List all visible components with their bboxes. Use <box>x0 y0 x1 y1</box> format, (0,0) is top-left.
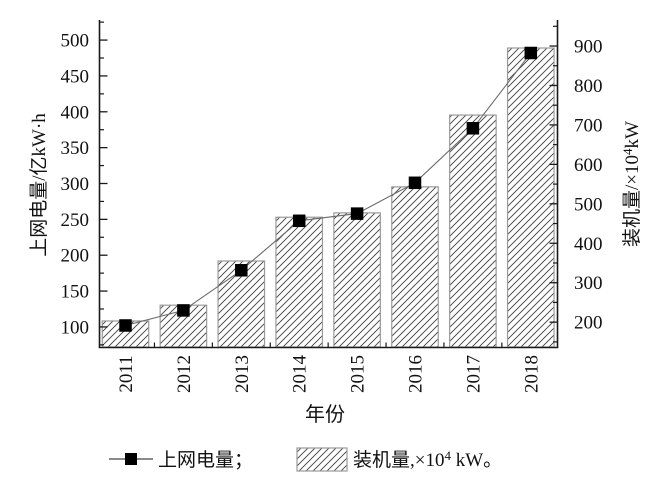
right-tick-label: 500 <box>574 194 603 215</box>
x-tick-label: 2012 <box>174 355 195 393</box>
bar-2016 <box>391 186 439 348</box>
x-tick-label: 2011 <box>116 355 137 392</box>
left-axis-title: 上网电量/亿kW·h <box>28 113 50 257</box>
left-tick-label: 100 <box>61 317 90 338</box>
right-tick-label: 400 <box>574 234 603 255</box>
marker-2012 <box>177 304 190 317</box>
left-tick-label: 250 <box>61 210 90 231</box>
right-tick-label: 200 <box>574 313 603 334</box>
right-tick-label: 300 <box>574 273 603 294</box>
right-tick-label: 700 <box>574 115 603 136</box>
marker-2014 <box>292 214 306 228</box>
left-tick-label: 500 <box>61 31 90 52</box>
left-tick-label: 300 <box>61 174 90 195</box>
right-axis-title: 装机量/×104kW <box>620 121 643 247</box>
bar-2015 <box>333 212 381 348</box>
legend-item-bar-label: 装机量,×104 kW。 <box>353 448 502 471</box>
legend-marker-icon <box>125 453 137 465</box>
data-line <box>125 52 532 327</box>
x-tick-label: 2015 <box>348 355 369 393</box>
left-tick-label: 450 <box>61 66 90 87</box>
marker-2017 <box>466 122 480 135</box>
marker-2011 <box>119 319 132 332</box>
bar-2017 <box>449 114 497 348</box>
x-tick-label: 2017 <box>463 355 484 393</box>
left-tick-label: 400 <box>61 102 90 123</box>
bar-2014 <box>275 216 324 348</box>
left-tick-label: 200 <box>61 246 90 267</box>
left-tick-label: 350 <box>61 138 90 159</box>
marker-2013 <box>235 264 248 277</box>
x-tick-label: 2018 <box>521 355 542 393</box>
x-axis-title: 年份 <box>305 403 345 426</box>
legend: 上网电量； 装机量,×104 kW。 <box>109 447 502 472</box>
left-tick-label: 150 <box>61 282 90 303</box>
x-tick-label: 2014 <box>290 355 311 394</box>
legend-hatch-swatch <box>296 447 348 472</box>
right-tick-label: 900 <box>574 37 603 58</box>
bar-2018 <box>506 47 555 348</box>
x-tick-label: 2013 <box>232 355 253 393</box>
marker-2018 <box>524 46 538 60</box>
legend-item-line-label: 上网电量； <box>158 449 253 471</box>
right-tick-label: 600 <box>574 155 603 176</box>
x-tick-label: 2016 <box>406 355 427 393</box>
marker-2016 <box>408 176 422 190</box>
marker-2015 <box>350 207 364 220</box>
right-tick-label: 800 <box>574 76 603 97</box>
